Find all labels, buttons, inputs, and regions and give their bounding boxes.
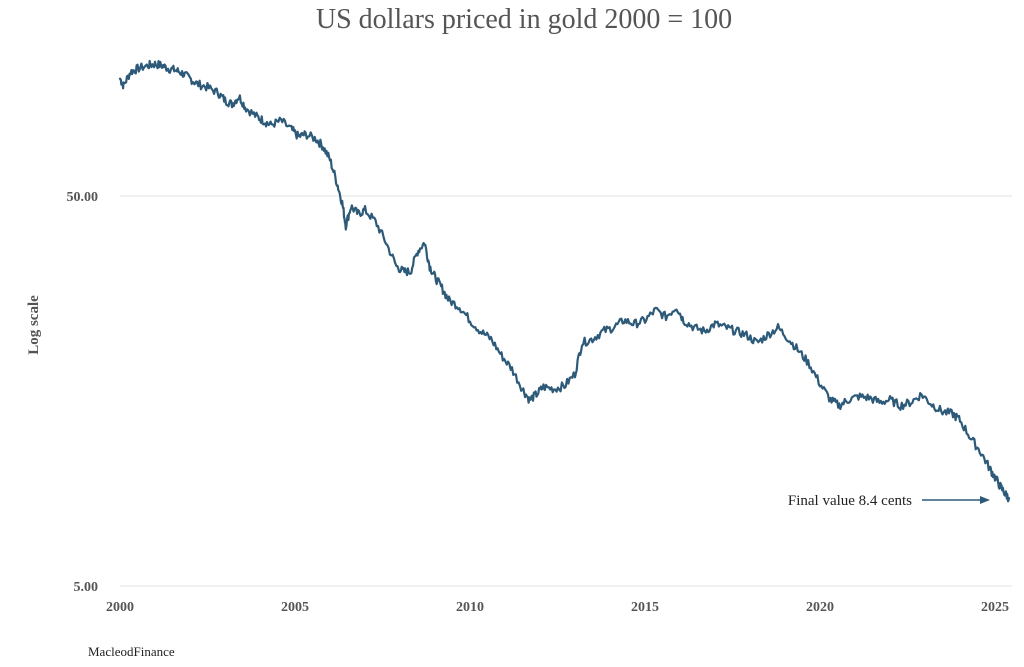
annotation-arrow <box>922 496 990 504</box>
x-tick-labels: 2000 2005 2010 2015 2020 2025 <box>106 600 1009 615</box>
chart-title: US dollars priced in gold 2000 = 100 <box>316 4 732 35</box>
x-tick-label: 2025 <box>981 600 1009 615</box>
x-tick-label: 2015 <box>631 600 659 615</box>
y-tick-label: 5.00 <box>74 580 99 595</box>
x-tick-label: 2000 <box>106 600 134 615</box>
series-line <box>118 59 1011 503</box>
y-tick-label: 50.00 <box>67 190 99 205</box>
y-tick-labels: 50.00 5.00 <box>67 190 99 595</box>
y-axis-label: Log scale <box>26 295 42 355</box>
x-tick-label: 2005 <box>281 600 309 615</box>
final-value-annotation: Final value 8.4 cents <box>788 493 912 509</box>
x-tick-label: 2020 <box>806 600 834 615</box>
x-tick-label: 2010 <box>456 600 484 615</box>
source-label: MacleodFinance <box>88 644 175 659</box>
